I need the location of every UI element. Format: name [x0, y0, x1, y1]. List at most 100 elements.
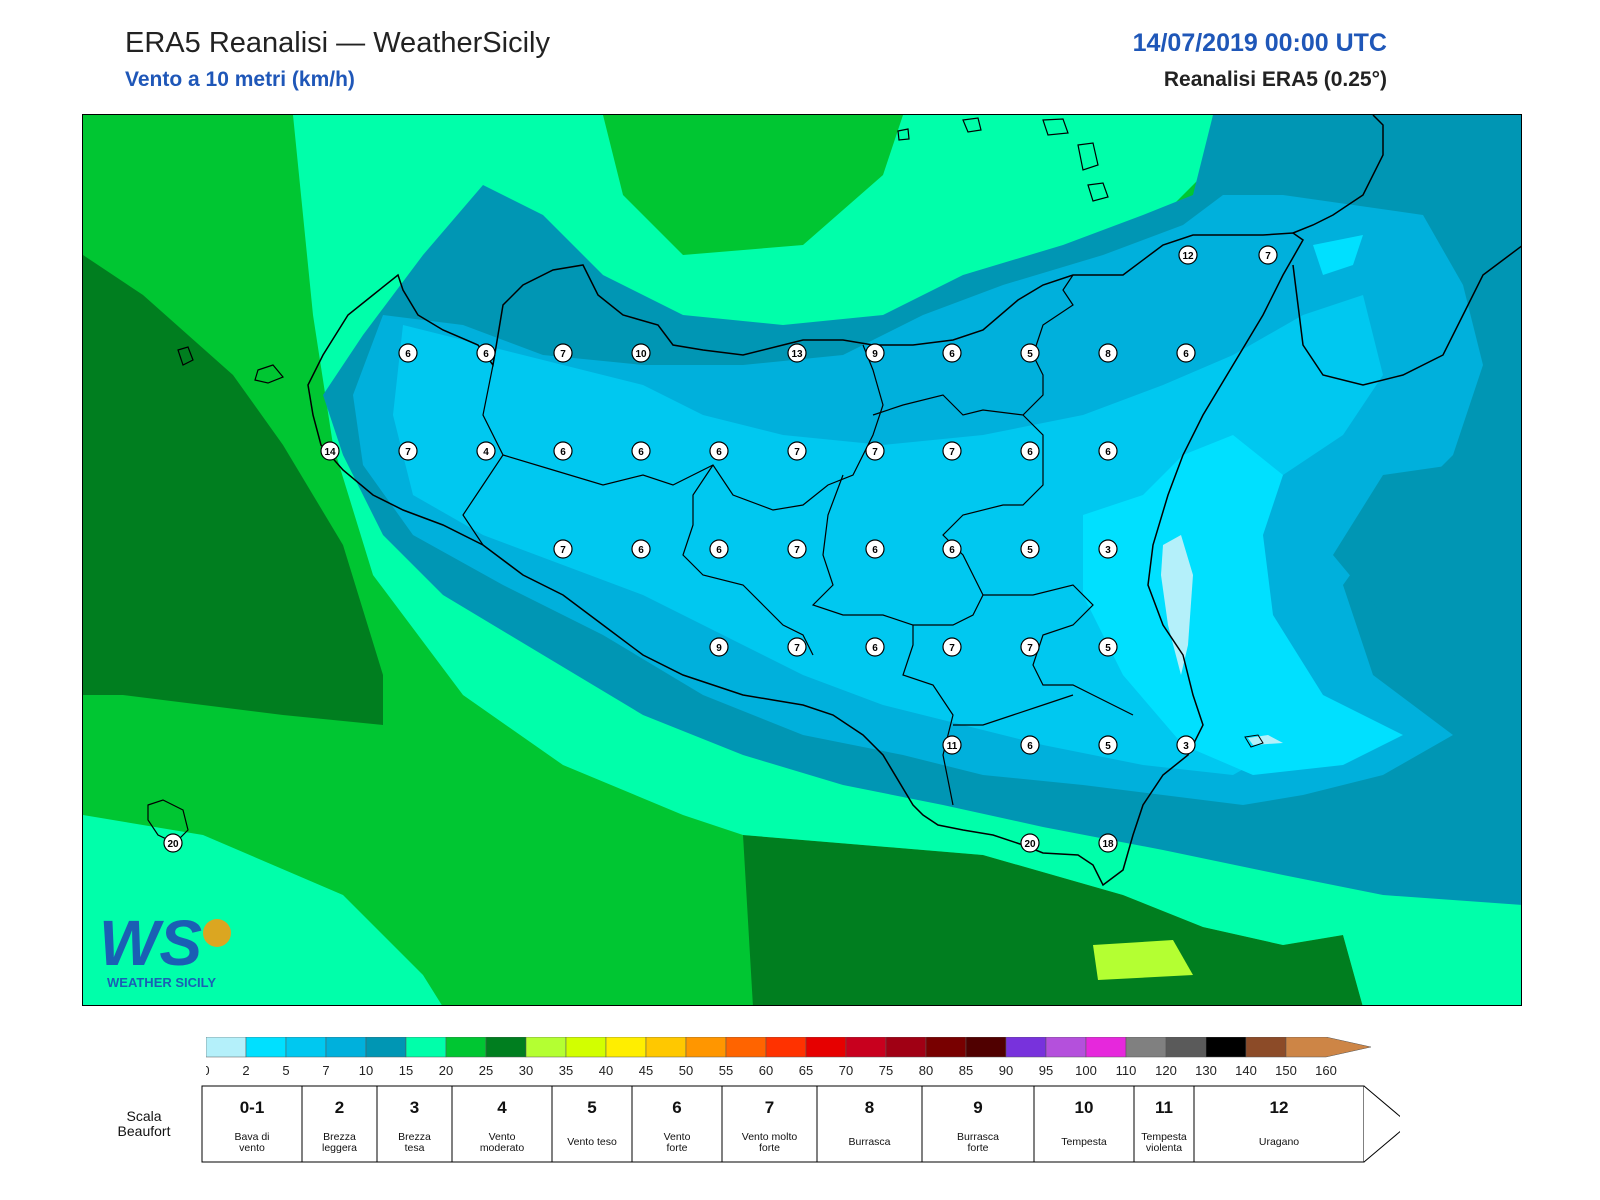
- province-border-palermo: [502, 344, 884, 511]
- colorbar-swatch: [1245, 1037, 1287, 1058]
- station-circle: [1098, 735, 1118, 755]
- station-marker: 14: [320, 441, 340, 461]
- station-value: 6: [1027, 447, 1033, 458]
- station-value: 8: [1105, 349, 1111, 360]
- station-marker: 3: [1098, 539, 1118, 559]
- beaufort-desc: leggera: [322, 1142, 357, 1154]
- station-circle: [1176, 343, 1196, 363]
- island-vulcano: [1087, 182, 1109, 202]
- beaufort-box: [631, 1085, 723, 1163]
- colorbar-swatch: [605, 1037, 647, 1058]
- station-circle: [709, 637, 729, 657]
- beaufort-number: 7: [765, 1098, 774, 1117]
- station-marker: 5: [1098, 637, 1118, 657]
- beaufort-number: 9: [973, 1098, 982, 1117]
- station-markers: 12 7 6 6 7 10 13 9 6 5 8 6 14 7 4 6 6 6 7 7 7 6 6 7 6 6 7 6 6 5 3 9 7 6 7 7…: [163, 245, 1278, 853]
- province-border-caltanissetta: [811, 474, 954, 806]
- station-circle: [553, 343, 573, 363]
- beaufort-desc: Vento: [664, 1131, 691, 1143]
- station-circle: [787, 441, 807, 461]
- zone-20-25-north: [603, 115, 903, 255]
- station-marker: 20: [163, 833, 183, 853]
- colorbar-tick: 65: [799, 1063, 813, 1077]
- station-value: 7: [794, 447, 800, 458]
- station-circle: [1258, 245, 1278, 265]
- station-marker: 5: [1098, 735, 1118, 755]
- station-circle: [631, 539, 651, 559]
- station-value: 7: [794, 643, 800, 654]
- island-alicudi: [962, 117, 982, 133]
- station-marker: 6: [1176, 343, 1196, 363]
- colorbar-tick: 50: [679, 1063, 693, 1077]
- colorbar-tick: 15: [399, 1063, 413, 1077]
- sicily-coastline: [307, 232, 1304, 887]
- station-circle: [1176, 735, 1196, 755]
- beaufort-desc: vento: [239, 1142, 265, 1154]
- station-marker: 6: [865, 539, 885, 559]
- station-marker: 7: [398, 441, 418, 461]
- beaufort-box: [376, 1085, 453, 1163]
- colorbar-tick: 130: [1195, 1063, 1217, 1077]
- station-marker: 4: [476, 441, 496, 461]
- beaufort-level: 5 Vento teso: [551, 1085, 633, 1163]
- beaufort-box: [921, 1085, 1035, 1163]
- station-marker: 6: [1098, 441, 1118, 461]
- colorbar-tick: 100: [1075, 1063, 1097, 1077]
- beaufort-desc: Vento: [489, 1131, 516, 1143]
- station-value: 14: [324, 447, 336, 458]
- station-circle: [1020, 343, 1040, 363]
- beaufort-label-line1: Scala: [126, 1108, 162, 1124]
- calabria-coastline: [1292, 115, 1521, 386]
- station-marker: 6: [553, 441, 573, 461]
- colorbar-tick: 140: [1235, 1063, 1257, 1077]
- colorbar-tick: 95: [1039, 1063, 1053, 1077]
- beaufort-desc: Tempesta: [1061, 1136, 1107, 1148]
- station-circle: [942, 539, 962, 559]
- colorbar-tick: 85: [959, 1063, 973, 1077]
- province-border-messina: [872, 274, 1074, 416]
- beaufort-desc: tesa: [405, 1142, 425, 1154]
- station-circle: [1098, 637, 1118, 657]
- beaufort-box: [301, 1085, 378, 1163]
- logo-letters: WS: [99, 907, 202, 979]
- station-value: 7: [872, 447, 878, 458]
- station-circle: [320, 441, 340, 461]
- colorbar: 0257101520253035404550556065707580859095…: [206, 1037, 1372, 1077]
- beaufort-desc: forte: [967, 1142, 988, 1154]
- station-value: 5: [1105, 741, 1111, 752]
- beaufort-box: [201, 1085, 303, 1163]
- colorbar-tick: 0: [206, 1063, 210, 1077]
- beaufort-number: 2: [335, 1098, 344, 1117]
- wind-map[interactable]: 12 7 6 6 7 10 13 9 6 5 8 6 14 7 4 6 6 6 7 7 7 6 6 7 6 6 7 6 6 5 3 9 7 6 7 7…: [82, 114, 1522, 1006]
- colorbar-tick: 2: [242, 1063, 249, 1077]
- station-value: 6: [872, 643, 878, 654]
- station-value: 6: [1027, 741, 1033, 752]
- beaufort-box: [451, 1085, 553, 1163]
- colorbar-tick: 90: [999, 1063, 1013, 1077]
- station-circle: [787, 539, 807, 559]
- colorbar-swatch: [685, 1037, 727, 1058]
- colorbar-swatch: [725, 1037, 767, 1058]
- station-value: 4: [483, 447, 489, 458]
- beaufort-scale-label: Scala Beaufort: [104, 1109, 184, 1139]
- zone-30-35: [1093, 940, 1193, 980]
- colorbar-tick: 60: [759, 1063, 773, 1077]
- station-marker: 6: [942, 343, 962, 363]
- colorbar-tick: 45: [639, 1063, 653, 1077]
- beaufort-number: 3: [410, 1098, 419, 1117]
- station-value: 6: [483, 349, 489, 360]
- station-marker: 9: [709, 637, 729, 657]
- beaufort-desc: Bava di: [234, 1131, 269, 1143]
- colorbar-tick: 5: [282, 1063, 289, 1077]
- station-circle: [1098, 441, 1118, 461]
- beaufort-box: [1193, 1085, 1365, 1163]
- island-favignana: [254, 364, 284, 384]
- island-salina: [1042, 118, 1069, 136]
- colorbar-swatch: [1125, 1037, 1167, 1058]
- beaufort-box: [1033, 1085, 1135, 1163]
- station-circle: [1020, 637, 1040, 657]
